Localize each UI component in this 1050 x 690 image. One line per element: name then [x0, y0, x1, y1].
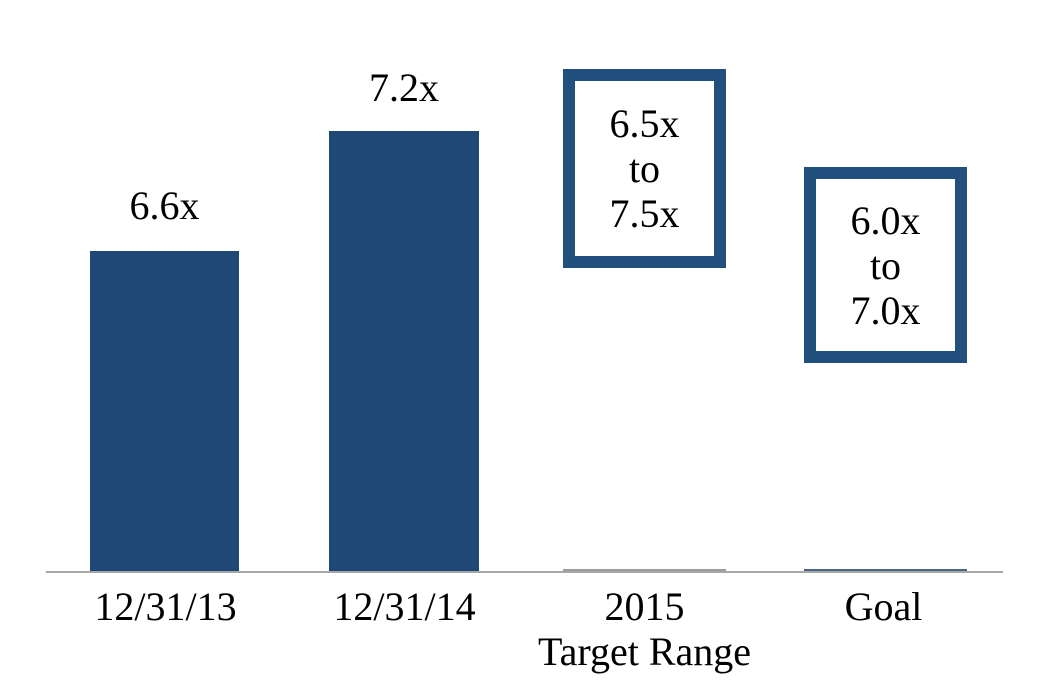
baseline-segment-goal — [804, 569, 967, 572]
bar-value-label-12-31-14: 7.2x — [369, 65, 439, 110]
bar-12-31-13 — [90, 251, 239, 571]
range-box-goal-line-high: 6.0x — [850, 197, 921, 243]
category-label-line: Goal — [844, 584, 923, 629]
range-box-goal: 6.0x to 7.0x — [804, 167, 967, 363]
range-box-2015-line-low: 7.5x — [609, 191, 680, 236]
bar-value-label-12-31-13: 6.6x — [129, 183, 200, 228]
category-label-goal: Goal — [764, 584, 1003, 629]
range-box-2015-target: 6.5x to 7.5x — [563, 69, 726, 268]
baseline-segment-2015 — [563, 569, 726, 572]
range-box-2015-line-high: 6.5x — [609, 101, 680, 146]
range-box-goal-line-low: 7.0x — [850, 287, 921, 333]
category-label-line: 12/31/14 — [333, 584, 476, 629]
bar-12-31-14 — [329, 131, 479, 571]
x-axis-line — [46, 571, 1003, 573]
category-label-line: Target Range — [537, 629, 752, 674]
category-label-line: 12/31/13 — [94, 584, 237, 629]
range-box-2015-line-to: to — [628, 146, 661, 191]
category-label-2015-target-range: 2015 Target Range — [525, 584, 764, 674]
category-label-12-31-14: 12/31/14 — [285, 584, 524, 629]
category-label-12-31-13: 12/31/13 — [46, 584, 285, 629]
category-label-line: 2015 — [604, 584, 685, 629]
range-box-goal-line-to: to — [869, 242, 902, 288]
